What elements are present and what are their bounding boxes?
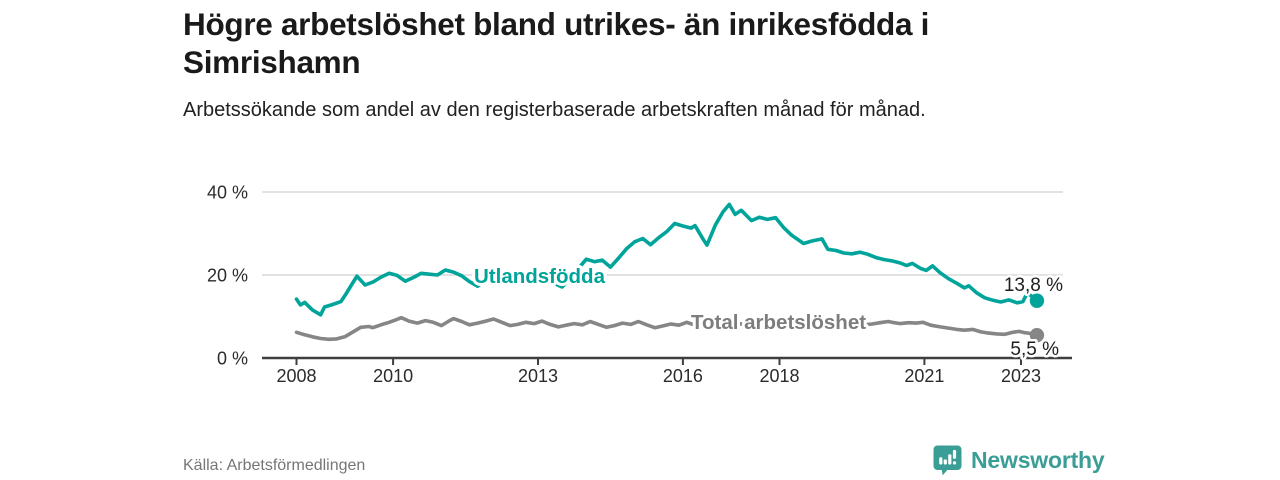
end-value-utlandsfodda: 13,8 % xyxy=(1004,275,1063,296)
gridlines: 0 % 20 % 40 % xyxy=(207,183,1063,369)
y-tick-label: 40 % xyxy=(207,183,248,203)
series-inline-labels: Utlandsfödda Total arbetslöshet xyxy=(471,262,869,337)
series-end-dot-utlandsfodda xyxy=(1029,293,1045,308)
series-end-dot-total xyxy=(1029,327,1045,343)
y-tick-label: 20 % xyxy=(207,266,248,286)
brand-footer: Newsworthy xyxy=(933,445,1105,476)
x-tick-label: 2010 xyxy=(373,366,413,386)
chart-subtitle: Arbetssökande som andel av den registerb… xyxy=(183,98,926,121)
header: Högre arbetslöshet bland utrikes- än inr… xyxy=(183,5,1083,125)
x-tick-label: 2013 xyxy=(518,366,558,386)
end-value-total: 5,5 % xyxy=(1010,339,1059,360)
x-tick-label: 2023 xyxy=(1001,366,1041,386)
x-tick-label: 2021 xyxy=(904,366,944,386)
chart-series xyxy=(294,202,1045,343)
series-label-utlandsfodda: Utlandsfödda xyxy=(474,265,606,288)
end-value-labels: 13,8 % 5,5 % xyxy=(1001,273,1065,363)
x-tick-label: 2018 xyxy=(759,366,799,386)
source-note: Källa: Arbetsförmedlingen xyxy=(183,457,366,474)
page-title: Högre arbetslöshet bland utrikes- än inr… xyxy=(183,6,930,81)
y-tick-label: 0 % xyxy=(217,349,248,369)
brand-name: Newsworthy xyxy=(971,447,1105,473)
series-line-total xyxy=(294,315,1039,342)
series-label-total: Total arbetslöshet xyxy=(691,311,866,334)
x-axis: 2008 2010 2013 2016 2018 2021 2023 xyxy=(262,356,1072,386)
series-line-utlandsfodda xyxy=(294,202,1039,317)
x-tick-label: 2016 xyxy=(663,366,703,386)
newsworthy-logo-icon xyxy=(933,445,962,476)
x-tick-label: 2008 xyxy=(276,366,316,386)
